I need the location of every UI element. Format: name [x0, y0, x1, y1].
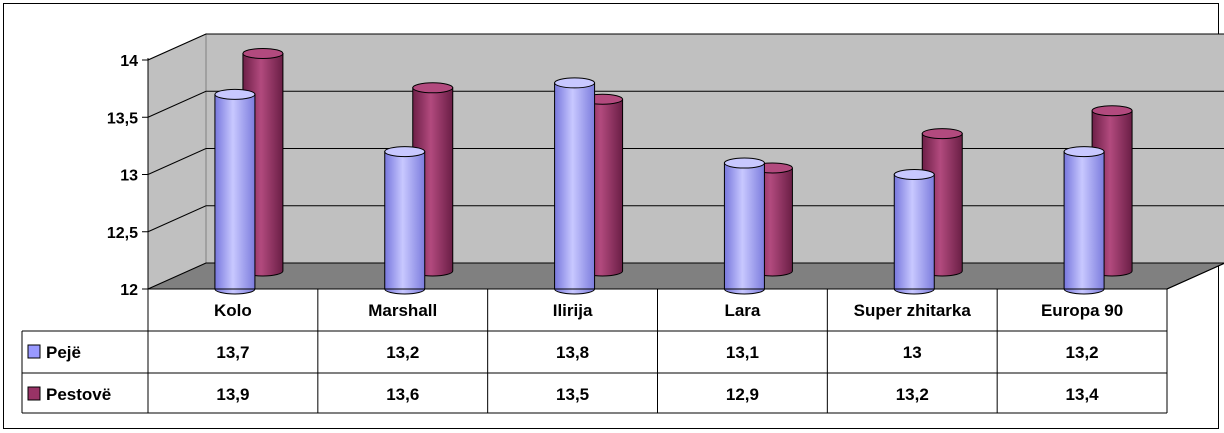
- floor-edge: [1166, 262, 1224, 290]
- bar-peje: [893, 169, 935, 295]
- bar-top: [242, 47, 284, 59]
- bar-body: [893, 174, 935, 295]
- data-label: 13,4: [1066, 385, 1100, 404]
- bar-peje: [723, 157, 765, 295]
- gridline: [147, 205, 1224, 233]
- bar-body: [723, 162, 765, 295]
- y-tick-label: 13: [120, 168, 138, 185]
- category-label: Europa 90: [1041, 301, 1123, 320]
- data-label: 13: [903, 343, 922, 362]
- bar-body: [214, 93, 256, 295]
- bar-peje: [1063, 146, 1105, 295]
- y-tick-label: 12,5: [107, 225, 138, 242]
- data-label: 13,2: [1066, 343, 1099, 362]
- bar-body: [384, 151, 426, 295]
- bar-top: [1063, 146, 1105, 158]
- y-tick-label: 13,5: [107, 110, 138, 127]
- gridline: [147, 90, 1224, 118]
- legend-swatch: [27, 344, 41, 359]
- data-label: 13,7: [216, 343, 249, 362]
- data-label: 13,8: [556, 343, 589, 362]
- y-tick-label: 14: [120, 53, 138, 70]
- data-label: 13,6: [386, 385, 419, 404]
- category-label: Ilirija: [553, 301, 593, 320]
- bar-top: [384, 146, 426, 158]
- bar-peje: [214, 88, 256, 295]
- bar-top: [893, 169, 935, 180]
- bar-top: [214, 88, 256, 100]
- data-label: 13,2: [896, 385, 929, 404]
- gridline: [147, 148, 1224, 175]
- category-label: Lara: [724, 301, 760, 320]
- gridline: [147, 33, 1224, 61]
- legend-label: Pejë: [46, 343, 81, 362]
- data-label: 12,9: [726, 385, 759, 404]
- legend-swatch: [27, 386, 41, 401]
- bar-top: [554, 77, 596, 89]
- data-label: 13,1: [726, 343, 759, 362]
- bar-top: [1091, 105, 1133, 117]
- bar-top: [723, 157, 765, 169]
- category-label: Kolo: [214, 301, 252, 320]
- category-label: Super zhitarka: [854, 301, 972, 320]
- bar-body: [554, 82, 596, 295]
- bar-top: [412, 82, 454, 94]
- data-label: 13,9: [216, 385, 249, 404]
- y-tick-label: 12: [120, 282, 138, 299]
- data-label: 13,2: [386, 343, 419, 362]
- bar-peje: [554, 77, 596, 295]
- bar-body: [1063, 151, 1105, 295]
- bar-peje: [384, 146, 426, 295]
- data-label: 13,5: [556, 385, 589, 404]
- category-label: Marshall: [368, 301, 437, 320]
- floor: [147, 262, 1224, 290]
- legend-label: Pestovë: [46, 385, 111, 404]
- bar-top: [921, 128, 963, 140]
